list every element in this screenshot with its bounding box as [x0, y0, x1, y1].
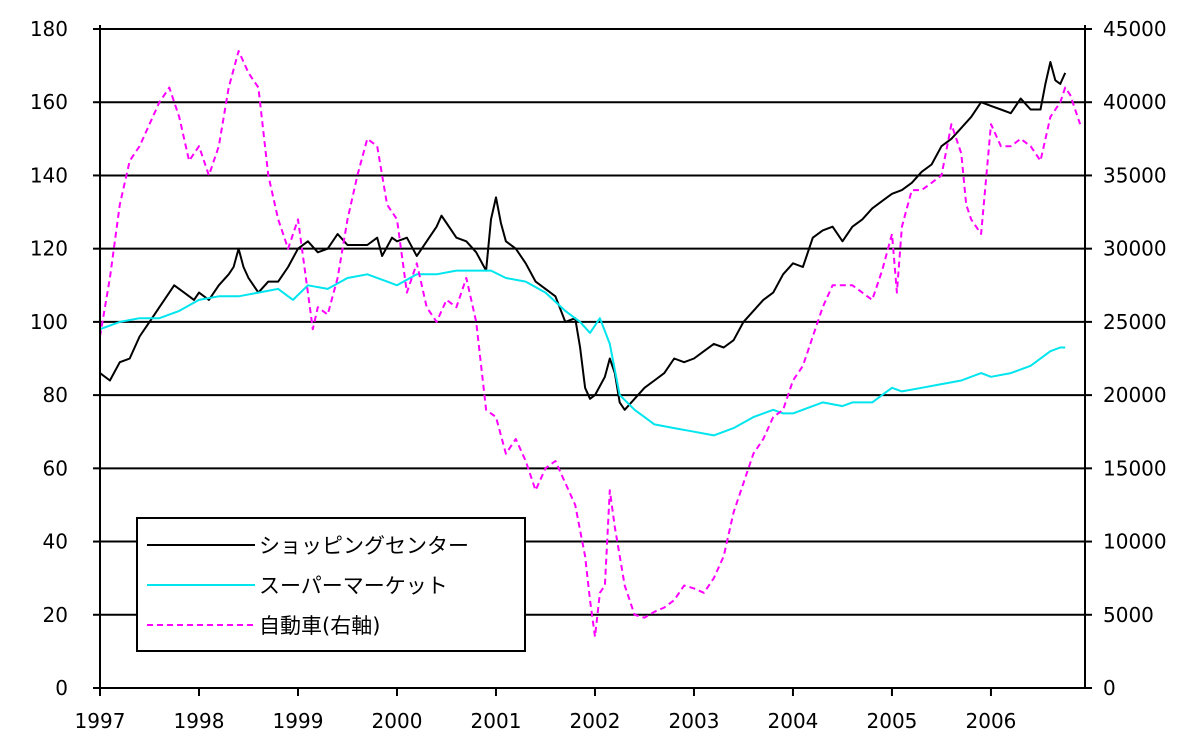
x-tick-label: 2001 — [471, 709, 522, 733]
x-tick-label: 1999 — [273, 709, 324, 733]
right-tick-label: 15000 — [1103, 456, 1167, 480]
x-tick-label: 2004 — [768, 709, 819, 733]
left-tick-label: 80 — [43, 383, 68, 407]
x-tick-label: 1997 — [75, 709, 126, 733]
series-line-1 — [99, 269, 1066, 437]
right-tick-label: 25000 — [1103, 310, 1167, 334]
x-tick-label: 2000 — [372, 709, 423, 733]
left-tick-label: 160 — [30, 90, 68, 114]
left-tick-label: 0 — [55, 676, 68, 700]
x-tick-label: 2002 — [570, 709, 621, 733]
left-axis-ticks: 0 20 40 60 80 100 120 140 160 180 — [30, 17, 100, 700]
x-axis-ticks: 1997 1998 1999 2000 2001 2002 2003 2004 2005 2006 — [75, 688, 1017, 733]
x-tick-label: 2003 — [669, 709, 720, 733]
x-tick-label: 1998 — [174, 709, 225, 733]
right-tick-label: 40000 — [1103, 90, 1167, 114]
left-tick-label: 100 — [30, 310, 68, 334]
left-tick-label: 140 — [30, 163, 68, 187]
x-tick-label: 2006 — [966, 709, 1017, 733]
right-tick-label: 30000 — [1103, 237, 1167, 261]
legend-box — [136, 517, 526, 652]
axes — [99, 25, 1086, 689]
left-tick-label: 20 — [43, 603, 68, 627]
right-tick-label: 0 — [1103, 676, 1116, 700]
legend-label-0: ショッピングセンター — [259, 534, 469, 558]
left-tick-label: 60 — [43, 456, 68, 480]
left-tick-label: 180 — [30, 17, 68, 41]
right-tick-label: 35000 — [1103, 163, 1167, 187]
series-line-0 — [99, 61, 1067, 411]
right-tick-label: 20000 — [1103, 383, 1167, 407]
right-tick-label: 10000 — [1103, 530, 1167, 554]
legend-label-2: 自動車(右軸) — [259, 614, 380, 638]
right-tick-label: 5000 — [1103, 603, 1154, 627]
right-tick-label: 45000 — [1103, 17, 1167, 41]
left-tick-label: 120 — [30, 237, 68, 261]
left-tick-label: 40 — [43, 530, 68, 554]
x-tick-label: 2005 — [867, 709, 918, 733]
right-axis-ticks: 0 5000 10000 15000 20000 25000 30000 35000 40000… — [1085, 17, 1167, 700]
series-line-2 — [99, 50, 1082, 638]
series-layer — [99, 50, 1082, 638]
legend-label-1: スーパーマーケット — [259, 574, 448, 598]
